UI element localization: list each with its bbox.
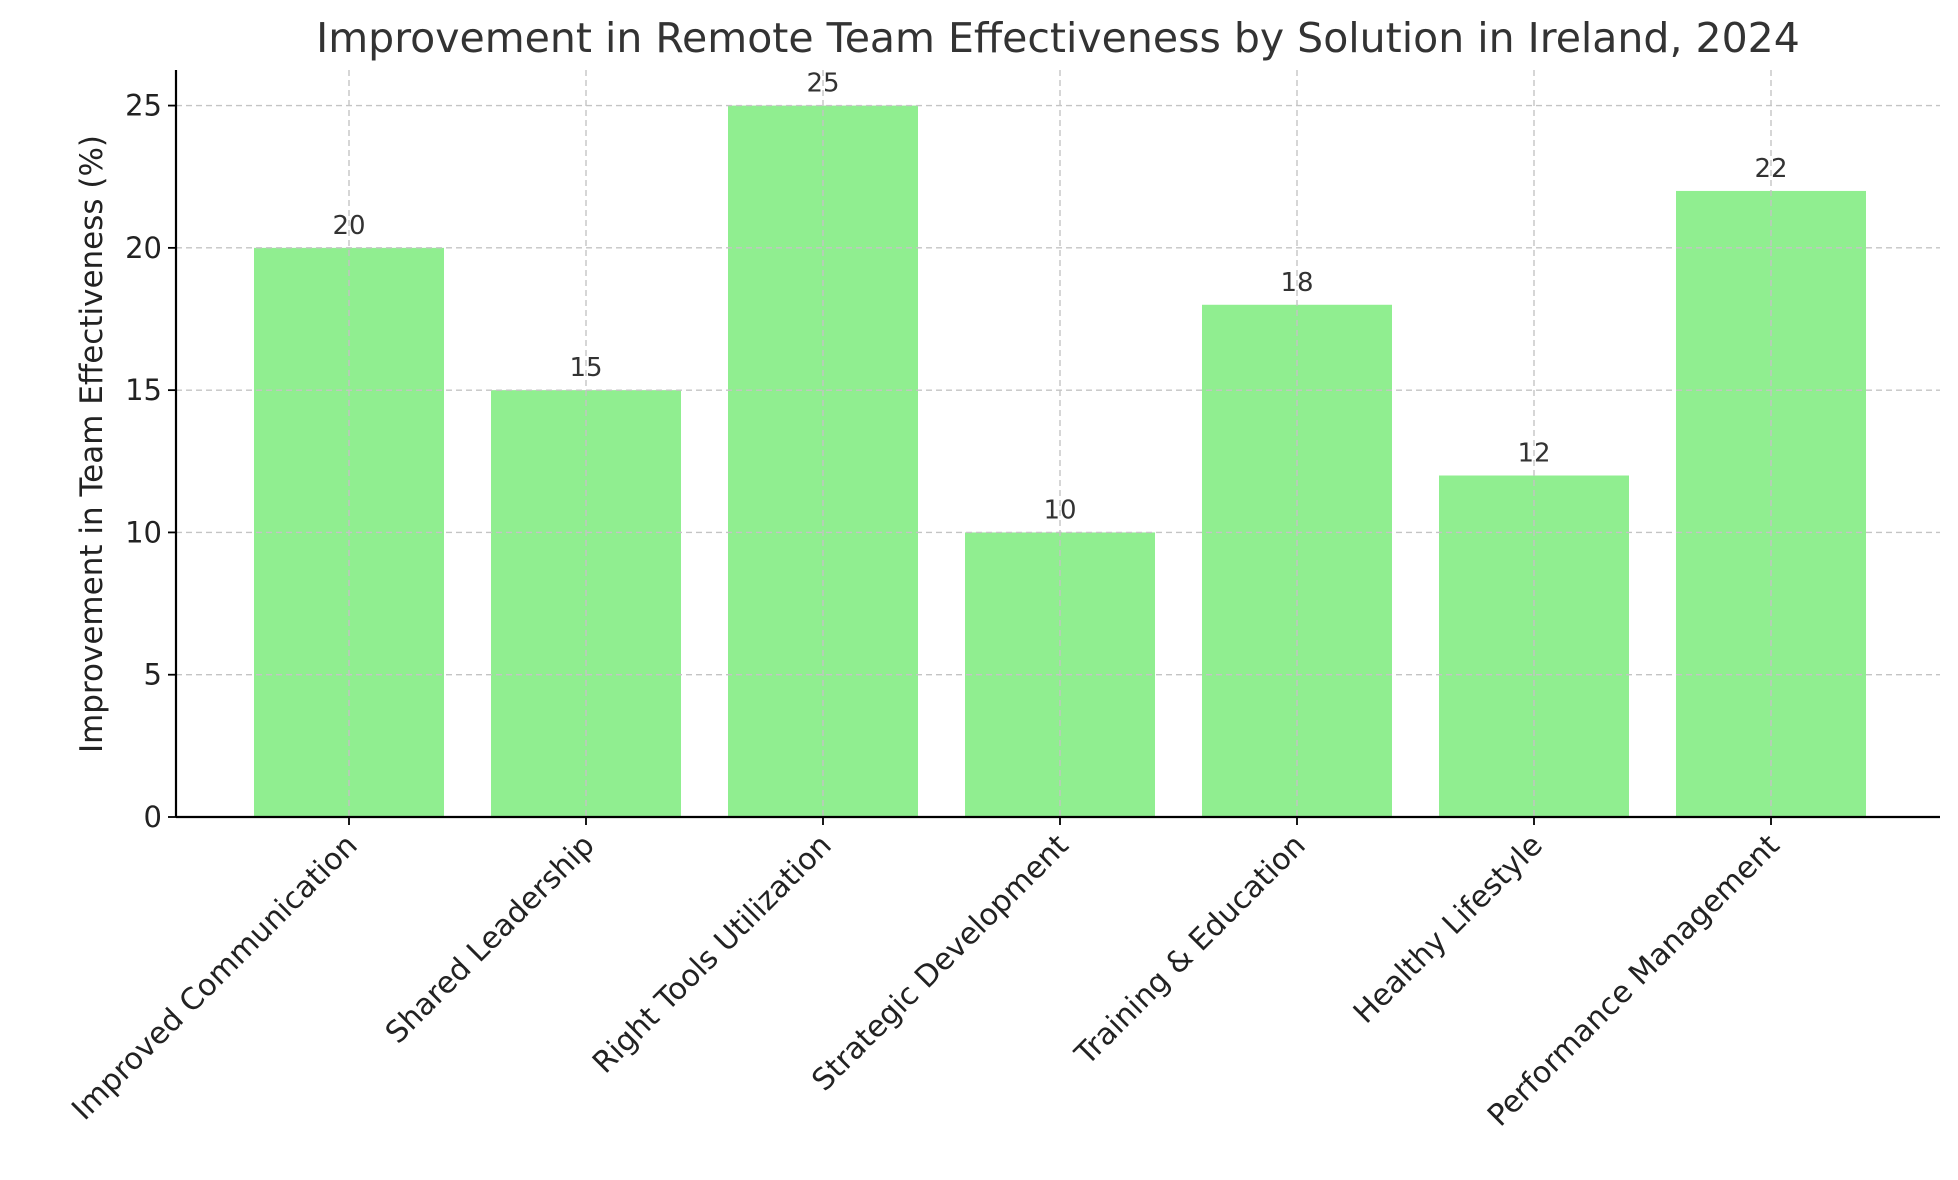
data-label: 18: [1280, 268, 1313, 298]
y-tick-label: 25: [125, 89, 162, 123]
data-labels: 20 15 25 10 18 12 22: [332, 69, 1787, 526]
data-label: 10: [1043, 495, 1076, 525]
x-tick-label: Training & Education: [1068, 828, 1313, 1073]
chart-title: Improvement in Remote Team Effectiveness…: [316, 14, 1800, 62]
data-label: 22: [1754, 154, 1787, 184]
y-tick-label: 0: [144, 800, 162, 834]
x-tick-label: Shared Leadership: [379, 828, 602, 1051]
data-label: 20: [332, 211, 365, 241]
x-tick-label: Strategic Development: [805, 828, 1075, 1098]
x-tick-label: Healthy Lifestyle: [1347, 828, 1550, 1031]
y-axis-label: Improvement in Team Effectiveness (%): [74, 135, 110, 753]
data-label: 15: [569, 353, 602, 383]
y-tick-label: 10: [125, 515, 162, 549]
x-tick-label: Right Tools Utilization: [586, 828, 839, 1081]
y-tick-label: 5: [144, 658, 162, 692]
y-tick-label: 20: [125, 231, 162, 265]
y-tick-label: 15: [125, 373, 162, 407]
x-tick-label: Improved Communication: [65, 828, 364, 1127]
grid: [176, 70, 1940, 817]
data-label: 12: [1517, 439, 1550, 469]
data-label: 25: [806, 69, 839, 99]
